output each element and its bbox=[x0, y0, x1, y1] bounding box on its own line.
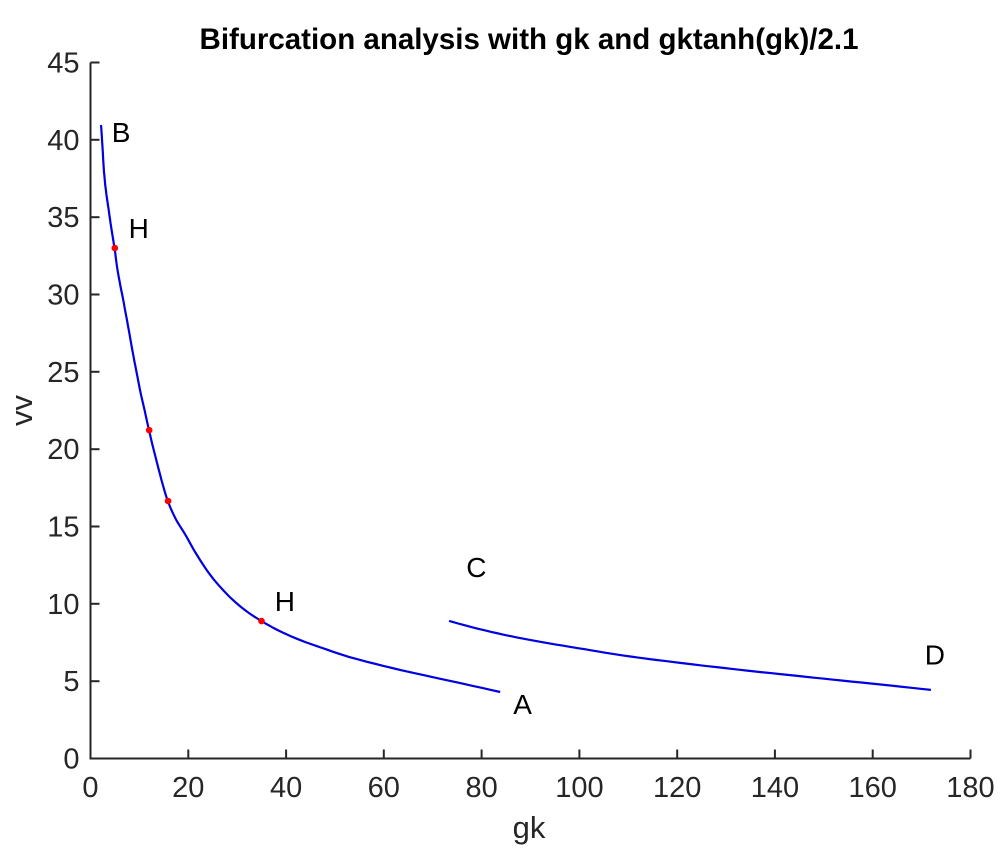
svg-text:15: 15 bbox=[47, 512, 79, 544]
svg-text:H: H bbox=[275, 586, 295, 617]
svg-text:30: 30 bbox=[47, 280, 79, 312]
svg-text:180: 180 bbox=[946, 772, 994, 804]
svg-text:100: 100 bbox=[555, 772, 603, 804]
svg-text:40: 40 bbox=[270, 772, 302, 804]
svg-text:140: 140 bbox=[751, 772, 799, 804]
svg-text:60: 60 bbox=[368, 772, 400, 804]
svg-text:B: B bbox=[112, 117, 131, 148]
svg-text:C: C bbox=[466, 552, 486, 583]
svg-text:gk: gk bbox=[513, 810, 546, 845]
svg-text:vv: vv bbox=[4, 395, 39, 427]
svg-text:45: 45 bbox=[47, 48, 79, 80]
svg-text:0: 0 bbox=[82, 772, 98, 804]
svg-text:40: 40 bbox=[47, 125, 79, 157]
svg-text:D: D bbox=[925, 640, 945, 671]
svg-text:25: 25 bbox=[47, 357, 79, 389]
svg-text:H: H bbox=[129, 213, 149, 244]
svg-text:20: 20 bbox=[172, 772, 204, 804]
svg-text:0: 0 bbox=[63, 744, 79, 776]
svg-text:35: 35 bbox=[47, 202, 79, 234]
svg-text:160: 160 bbox=[849, 772, 897, 804]
svg-text:20: 20 bbox=[47, 434, 79, 466]
svg-text:Bifurcation analysis with gk a: Bifurcation analysis with gk and gktanh(… bbox=[200, 23, 859, 56]
svg-text:80: 80 bbox=[465, 772, 497, 804]
svg-text:120: 120 bbox=[653, 772, 701, 804]
svg-text:5: 5 bbox=[63, 666, 79, 698]
svg-text:A: A bbox=[513, 689, 532, 720]
svg-text:10: 10 bbox=[47, 589, 79, 621]
